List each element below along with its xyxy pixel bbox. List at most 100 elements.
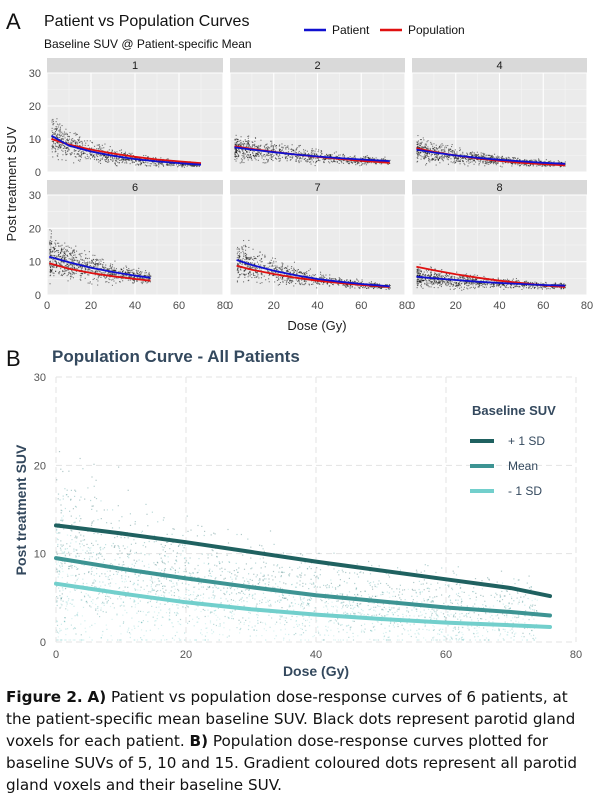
voxel-point (51, 241, 52, 242)
voxel-point (63, 139, 64, 140)
voxel-point (74, 260, 75, 261)
voxel-point (248, 259, 249, 260)
voxel-point (66, 139, 67, 140)
voxel-point (299, 145, 300, 146)
voxel-point (307, 161, 308, 162)
voxel-point (54, 243, 55, 244)
voxel-point (258, 147, 259, 148)
voxel-point (245, 245, 246, 246)
voxel-point (466, 288, 467, 289)
voxel-point (89, 269, 90, 270)
voxel-point (273, 261, 274, 262)
voxel-point (105, 272, 106, 273)
voxel-point (350, 288, 351, 289)
voxel-point (448, 164, 449, 165)
voxel-point (80, 142, 81, 143)
voxel-point (463, 161, 464, 162)
voxel-point (271, 159, 272, 160)
voxel-point (241, 252, 242, 253)
voxel-point (72, 271, 73, 272)
voxel-point (443, 276, 444, 277)
voxel-point (438, 274, 439, 275)
voxel-point (54, 132, 55, 133)
voxel-point (440, 145, 441, 146)
voxel-point (243, 240, 244, 241)
voxel-point (53, 275, 54, 276)
voxel-point (247, 157, 248, 158)
voxel-point (534, 159, 535, 160)
voxel-point (421, 146, 422, 147)
voxel-point (132, 153, 133, 154)
voxel-point (352, 287, 353, 288)
voxel-point (61, 132, 62, 133)
voxel-point (110, 265, 111, 266)
voxel-point (160, 157, 161, 158)
voxel-point (475, 162, 476, 163)
voxel-point (477, 155, 478, 156)
voxel-point (144, 275, 145, 276)
voxel-point (243, 245, 244, 246)
voxel-point (341, 162, 342, 163)
voxel-point (75, 150, 76, 151)
voxel-point (51, 243, 52, 244)
voxel-point (453, 289, 454, 290)
voxel-point (110, 268, 111, 269)
voxel-point (55, 133, 56, 134)
voxel-point (470, 154, 471, 155)
voxel-point (172, 165, 173, 166)
voxel-point (447, 157, 448, 158)
voxel-point (361, 165, 362, 166)
voxel-point (65, 150, 66, 151)
voxel-point (311, 164, 312, 165)
voxel-point (254, 144, 255, 145)
voxel-point (339, 160, 340, 161)
voxel-point (147, 282, 148, 283)
voxel-point (441, 275, 442, 276)
voxel-point (299, 283, 300, 284)
voxel-point (71, 248, 72, 249)
voxel-point (139, 272, 140, 273)
voxel-point (315, 165, 316, 166)
voxel-point (261, 282, 262, 283)
voxel-point (52, 151, 53, 152)
voxel-point (241, 161, 242, 162)
voxel-point (72, 141, 73, 142)
voxel-point (279, 155, 280, 156)
voxel-point (80, 259, 81, 260)
voxel-point (100, 155, 101, 156)
voxel-point (550, 166, 551, 167)
voxel-point (55, 271, 56, 272)
voxel-point (53, 123, 54, 124)
voxel-point (169, 165, 170, 166)
voxel-point (433, 143, 434, 144)
voxel-point (95, 261, 96, 262)
voxel-point (116, 158, 117, 159)
voxel-point (173, 164, 174, 165)
voxel-point (90, 158, 91, 159)
voxel-point (249, 152, 250, 153)
voxel-point (344, 280, 345, 281)
voxel-point (354, 161, 355, 162)
voxel-point (389, 289, 390, 290)
voxel-point (99, 144, 100, 145)
voxel-point (354, 156, 355, 157)
voxel-point (76, 141, 77, 142)
voxel-point (63, 148, 64, 149)
voxel-point (129, 272, 130, 273)
voxel-point (87, 156, 88, 157)
voxel-point (417, 161, 418, 162)
voxel-point (257, 256, 258, 257)
voxel-point (110, 273, 111, 274)
voxel-point (431, 274, 432, 275)
voxel-point (438, 148, 439, 149)
voxel-point (123, 268, 124, 269)
voxel-point (482, 162, 483, 163)
voxel-point (261, 261, 262, 262)
voxel-point (284, 280, 285, 281)
voxel-point (234, 149, 235, 150)
voxel-point (82, 262, 83, 263)
voxel-point (258, 155, 259, 156)
voxel-point (439, 157, 440, 158)
voxel-point (67, 255, 68, 256)
voxel-point (563, 283, 564, 284)
